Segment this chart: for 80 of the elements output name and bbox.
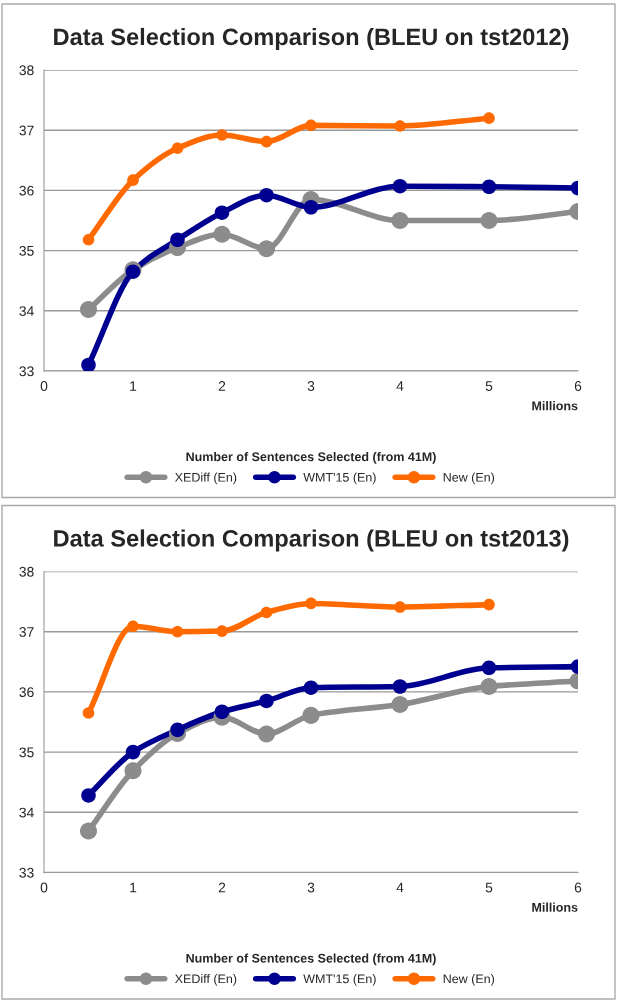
point <box>305 119 317 132</box>
y-tick-label: 35 <box>19 747 34 758</box>
point <box>127 174 139 186</box>
x-tick-label: 2 <box>218 882 226 893</box>
x-tick-label: 1 <box>130 381 137 391</box>
point <box>259 693 274 709</box>
x-tick-label: 5 <box>485 882 493 893</box>
x-tick-label: 5 <box>485 381 493 391</box>
point <box>257 240 276 258</box>
x-tick-label: 0 <box>40 882 48 893</box>
point <box>303 680 319 695</box>
y-tick-label: 35 <box>19 245 34 256</box>
y-tick-label: 37 <box>19 627 34 637</box>
x-tick-label: 1 <box>130 882 137 893</box>
point <box>257 725 276 743</box>
point <box>170 722 185 738</box>
legend-label: WMT'15 (En) <box>303 472 376 485</box>
legend-label: WMT'15 (En) <box>303 974 376 986</box>
point <box>79 822 98 840</box>
point <box>171 625 184 638</box>
point <box>305 597 317 610</box>
point <box>483 598 495 611</box>
legend-label: XEDiff (En) <box>174 974 237 986</box>
point <box>392 178 408 194</box>
point <box>260 606 273 619</box>
x-axis-title: Number of Sentences Selected (from 41M) <box>186 452 436 464</box>
point <box>82 233 95 246</box>
y-tick-label: 34 <box>19 306 34 316</box>
y-tick-label: 36 <box>19 687 34 698</box>
y-tick-label: 37 <box>19 125 34 136</box>
x-tick-label: 2 <box>218 381 226 391</box>
y-tick-label: 38 <box>19 566 34 577</box>
point <box>124 762 142 780</box>
y-tick-label: 33 <box>19 867 34 878</box>
point <box>481 660 497 676</box>
x-tick-label: 4 <box>396 882 404 893</box>
x-tick-label: 3 <box>307 882 315 893</box>
point <box>213 225 231 243</box>
point <box>171 142 184 155</box>
point <box>79 301 98 319</box>
point <box>481 179 497 195</box>
y-tick-label: 33 <box>19 366 34 377</box>
point <box>391 696 409 714</box>
point <box>394 120 406 132</box>
point <box>170 232 185 248</box>
point <box>392 679 408 694</box>
legend-label: New (En) <box>443 472 495 485</box>
point <box>483 112 495 124</box>
text: Millions <box>532 401 578 411</box>
x-axis-title: Number of Sentences Selected (from 41M) <box>186 953 436 966</box>
point <box>391 211 409 230</box>
x-tick-label: 3 <box>307 381 315 391</box>
point <box>81 357 96 371</box>
x-tick-label: 6 <box>574 882 582 893</box>
point <box>214 205 230 220</box>
y-tick-label: 36 <box>19 185 34 196</box>
x-tick-label: 0 <box>40 381 48 391</box>
chart-title: Data Selection Comparison (BLEU on tst2012) <box>54 27 569 50</box>
point <box>81 788 96 803</box>
point <box>214 704 230 720</box>
point <box>303 199 319 215</box>
text: Millions <box>532 902 578 912</box>
point <box>480 211 498 230</box>
point <box>216 625 228 637</box>
y-tick-label: 38 <box>19 65 34 76</box>
point <box>480 677 498 695</box>
point <box>259 187 274 203</box>
point <box>394 601 406 613</box>
point <box>82 707 95 719</box>
x-tick-label: 4 <box>396 381 404 391</box>
legend-label: New (En) <box>443 974 495 986</box>
x-tick-label: 6 <box>574 381 582 391</box>
point <box>216 129 228 141</box>
legend-label: XEDiff (En) <box>174 472 237 485</box>
y-tick-label: 34 <box>19 807 34 818</box>
point <box>302 706 320 724</box>
point <box>260 135 273 148</box>
point <box>125 744 141 760</box>
chart-title: Data Selection Comparison (BLEU on tst2013) <box>54 529 569 552</box>
point <box>127 620 139 633</box>
